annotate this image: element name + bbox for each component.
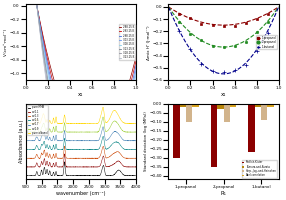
- Bar: [230, 104, 236, 107]
- X-axis label: wavenumber (cm⁻¹): wavenumber (cm⁻¹): [56, 191, 106, 196]
- Point: [210, 44, 215, 47]
- Point: [221, 71, 226, 74]
- Point: [254, 31, 259, 34]
- Bar: [211, 104, 217, 167]
- Point: [243, 63, 248, 66]
- Bar: [261, 104, 267, 120]
- Point: [254, 49, 259, 52]
- Point: [254, 18, 259, 21]
- Point: [188, 33, 193, 36]
- Bar: [248, 104, 255, 152]
- X-axis label: R₁: R₁: [221, 191, 227, 196]
- Point: [188, 16, 193, 19]
- Y-axis label: Vᴸ(cm³·mol⁻¹): Vᴸ(cm³·mol⁻¹): [4, 28, 8, 56]
- Legend: pure MHB, x=0.1, x=0.3, x=0.5, x=0.7, x=0.9, pure alkanol: pure MHB, x=0.1, x=0.3, x=0.5, x=0.7, x=…: [27, 105, 48, 135]
- Bar: [267, 104, 274, 107]
- Point: [265, 31, 270, 34]
- Point: [221, 46, 226, 49]
- Point: [265, 12, 270, 15]
- Bar: [180, 104, 186, 107]
- Point: [199, 39, 204, 42]
- Point: [232, 44, 237, 48]
- Bar: [217, 104, 224, 109]
- Point: [199, 62, 204, 66]
- Y-axis label: Absorbance (a.u.): Absorbance (a.u.): [19, 120, 24, 163]
- Legend: 1-propanol, 2-propanol, 1-butanol: 1-propanol, 2-propanol, 1-butanol: [256, 35, 277, 49]
- Point: [177, 12, 182, 15]
- Point: [199, 22, 204, 26]
- Point: [188, 47, 193, 51]
- Point: [232, 68, 237, 71]
- Bar: [192, 104, 199, 107]
- Legend: Redlich-Kister, Tamura-and-Kurata, Herp.-Jag.-and-Heinohen, Abel-correlation: Redlich-Kister, Tamura-and-Kurata, Herp.…: [241, 160, 277, 178]
- Point: [265, 20, 270, 24]
- Point: [177, 20, 182, 23]
- Legend: 288.15 K, 293.15 K, 298.15 K, 303.15 K, 308.15 K, 313.15 K, 318.15 K, 323.15 K: 288.15 K, 293.15 K, 298.15 K, 303.15 K, …: [118, 24, 135, 60]
- Bar: [224, 104, 230, 122]
- Bar: [255, 104, 261, 107]
- Bar: [186, 104, 192, 122]
- Point: [232, 24, 237, 27]
- Bar: [173, 104, 180, 158]
- Point: [221, 25, 226, 28]
- Y-axis label: Δmix Hᴸ (J·mol⁻¹): Δmix Hᴸ (J·mol⁻¹): [147, 25, 151, 60]
- Point: [210, 70, 215, 73]
- Point: [243, 22, 248, 25]
- Point: [177, 29, 182, 32]
- Point: [243, 40, 248, 43]
- X-axis label: x₁: x₁: [78, 92, 84, 97]
- Point: [210, 24, 215, 27]
- Y-axis label: Standard deviation (log (MPa)): Standard deviation (log (MPa)): [144, 111, 148, 171]
- X-axis label: x₁: x₁: [221, 92, 226, 97]
